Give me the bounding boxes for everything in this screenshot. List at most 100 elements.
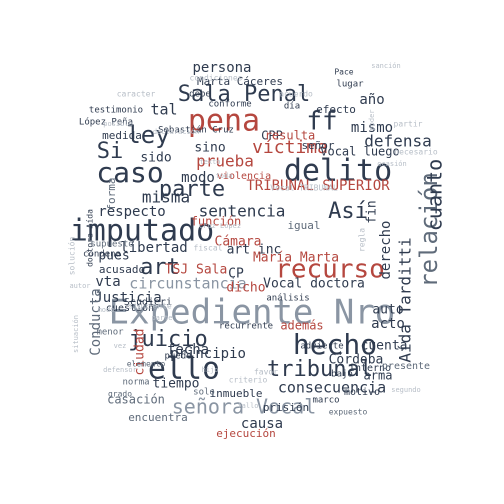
word-supuesto-95: supuesto [90, 240, 133, 250]
word-parte-124: parte [151, 314, 172, 322]
word-tiempo-60: tiempo [153, 377, 200, 392]
word-puede-90: puede [164, 352, 191, 362]
word-tribunal-9: tribunal [267, 357, 373, 382]
word-violencia-86: violencia [217, 171, 271, 182]
word-recurrente-84: recurrente [219, 322, 273, 332]
word-aida-tarditti-50: Aída Tarditti [396, 237, 415, 362]
word-tsj-sala-66: TSJ Sala [165, 263, 228, 278]
word-funcion-70: función [191, 215, 242, 229]
word-presente-80: presente [382, 361, 430, 372]
word-ello-8: ello [148, 352, 220, 387]
word-relacion-11: relación [415, 172, 443, 288]
word-caracter-112: caracter [117, 90, 156, 99]
word-casacion-61: casación [107, 393, 165, 407]
word-pace-97: Pace [334, 68, 353, 77]
word-defensa-27: defensa [364, 132, 431, 151]
word-resulta-42: resulta [265, 129, 316, 143]
word-expuesto-105: expuesto [329, 408, 368, 417]
word-si-20: Si [97, 139, 124, 164]
word-art-inc-67: art inc [227, 243, 282, 258]
word-poder-131: poder [368, 109, 376, 130]
word-expediente-nro-0: Expediente Nro [109, 293, 396, 333]
word-consecuencia-26: consecuencia [278, 379, 386, 397]
word-vocal-luego-72: Vocal luego [320, 145, 399, 159]
word-medida-69: medida [102, 129, 142, 142]
word-forma-76: forma [105, 177, 118, 210]
word-sino-40: sino [194, 141, 225, 156]
word-bajo-89: bajo [331, 370, 353, 380]
word-marco-88: marco [312, 396, 339, 406]
word-cordoba-56: Córdoba [329, 353, 384, 368]
word-cuestion-87: cuestión [106, 302, 154, 314]
word-fiscal-118: fiscal [194, 244, 223, 253]
word-parte-13: parte [159, 177, 225, 202]
word-sala-penal-7: Sala Penal [178, 82, 310, 107]
word-cp-68: CP [228, 267, 244, 282]
word-delito-4: delito [284, 154, 392, 189]
word-motivo-78: motivo [344, 387, 380, 398]
word-camara-29: Cámara [215, 235, 262, 250]
word-victima-15: víctima [252, 137, 328, 158]
word-recurso-6: recurso [275, 255, 385, 285]
word-declaracion-129: declaración [153, 128, 199, 136]
word-senor-73: señor [301, 139, 334, 152]
word-encuentra-65: encuentra [128, 411, 188, 424]
word-art-14: art [140, 255, 180, 280]
word-elemento-106: elemento [127, 360, 166, 369]
word-vta-47: vta [95, 274, 120, 290]
word-tal-37: tal [150, 101, 177, 119]
word-favor-111: favor [254, 368, 278, 377]
word-sebastian-cruz-81: Sebastián Cruz [158, 126, 234, 136]
word-senora-vocal-12: señora Vocal [172, 395, 317, 419]
word-modo-125: modo [98, 306, 115, 314]
word-criterio-115: criterio [229, 376, 268, 385]
word-igual-75: igual [287, 219, 320, 232]
word-autor-119: autor [69, 282, 90, 290]
word-vez-123: vez [114, 342, 127, 350]
word-ciudad-58: ciudad [133, 329, 148, 376]
word-respecto-24: respecto [98, 204, 165, 220]
word-conforme-94: conforme [208, 100, 251, 110]
word-cuanto-19: cuanto [423, 159, 447, 231]
word-ff-17: ff [306, 107, 337, 137]
word-principio-33: principio [170, 346, 246, 362]
word-asi-18: Así [328, 199, 368, 224]
word-circunstancia-25: circunstancia [129, 275, 246, 293]
word-juicio-10: juicio [128, 327, 207, 352]
word-prueba-28: prueba [196, 152, 254, 171]
word-caso-5: caso [96, 156, 163, 189]
word-sido-39: sido [140, 151, 171, 166]
word-tribunal-superior-21: TRIBUNAL SUPERIOR [246, 178, 390, 194]
word-menor-92: menor [96, 328, 124, 338]
word-defensor-134: defensor [103, 366, 137, 374]
word-testimonio-99: testimonio [89, 106, 143, 116]
word-libertad-43: libertad [120, 240, 187, 256]
word-conducta-46: Conducta [88, 288, 104, 355]
word-posible-120: posible [103, 120, 133, 128]
word-debe-100: debe [189, 90, 211, 100]
word-grado-104: grado [108, 390, 132, 399]
word-imputado-1: imputado [70, 214, 215, 249]
word-sentencia-22: sentencia [199, 202, 286, 221]
word-interno-79: interno [349, 363, 391, 374]
word-modo-38: modo [181, 170, 215, 186]
word-cruz-lopez-130: Cruz López [199, 222, 241, 230]
word-sancion-121: sanción [371, 62, 401, 70]
word-hecho-2: hecho [293, 328, 377, 361]
word-prision-63: prisión [263, 401, 309, 414]
word-misma-23: misma [142, 188, 190, 207]
word-persona-35: persona [192, 60, 251, 76]
word-ejecucion-64: ejecución [216, 427, 276, 440]
word-auto-54: auto [372, 303, 403, 318]
word-mismo-34: mismo [351, 120, 393, 136]
word-necesario-114: necesario [394, 148, 438, 157]
word-pues-44: pues [98, 249, 129, 264]
word-dicho-30: dicho [226, 281, 265, 296]
word-justicia-45: Justicia [94, 290, 161, 306]
word-cpp-41: CPP [261, 129, 283, 143]
word-efecto-74: efecto [316, 103, 356, 116]
word-solo-102: solo [193, 388, 215, 398]
word-acuerdo-110: acuerdo [279, 90, 313, 99]
